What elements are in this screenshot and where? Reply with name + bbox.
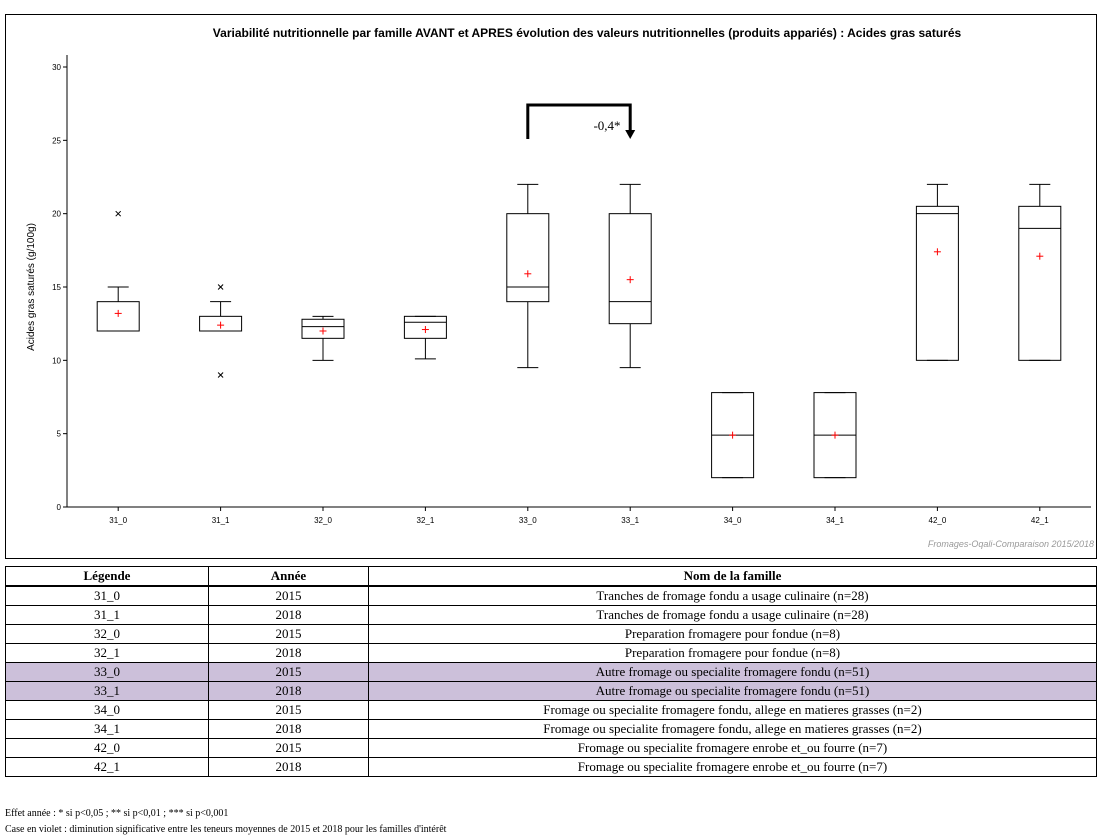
x-tick-label: 32_1 bbox=[417, 516, 435, 525]
y-tick-label: 15 bbox=[52, 283, 61, 292]
x-tick-label: 32_0 bbox=[314, 516, 332, 525]
cell-legende: 31_0 bbox=[5, 585, 209, 606]
table-header-row: Légende Année Nom de la famille bbox=[5, 566, 1097, 587]
source-note: Fromages-Oqali-Comparaison 2015/2018 bbox=[928, 539, 1094, 549]
cell-legende: 33_1 bbox=[5, 681, 209, 701]
x-tick-label: 42_0 bbox=[929, 516, 947, 525]
cell-legende: 42_1 bbox=[5, 757, 209, 777]
box-32_1 bbox=[403, 315, 447, 360]
cell-nom-famille: Fromage ou specialite fromagere fondu, a… bbox=[368, 700, 1097, 720]
cell-nom-famille: Fromage ou specialite fromagere enrobe e… bbox=[368, 757, 1097, 777]
iqr-box bbox=[506, 213, 550, 303]
table-row: 31_0 2015 Tranches de fromage fondu a usag… bbox=[5, 585, 1097, 606]
cell-nom-famille: Preparation fromagere pour fondue (n=8) bbox=[368, 624, 1097, 644]
table-row: 42_1 2018 Fromage ou specialite fromagere … bbox=[5, 757, 1097, 777]
box-42_0 bbox=[915, 183, 959, 361]
table-row: 33_0 2015 Autre fromage ou specialite from… bbox=[5, 662, 1097, 682]
table-row: 34_1 2018 Fromage ou specialite fromagere … bbox=[5, 719, 1097, 739]
x-ticks: 31_0 31_1 32_0 32_1 33_0 33_1 34_0 34_1 42_0 42_1 bbox=[109, 507, 1049, 525]
outlier-marker bbox=[217, 372, 224, 378]
annotation-label: -0,4* bbox=[593, 118, 620, 133]
cell-legende: 31_1 bbox=[5, 605, 209, 625]
cell-annee: 2018 bbox=[208, 757, 369, 777]
table-row: 33_1 2018 Autre fromage ou specialite from… bbox=[5, 681, 1097, 701]
cell-legende: 33_0 bbox=[5, 662, 209, 682]
cell-nom-famille: Tranches de fromage fondu a usage culina… bbox=[368, 585, 1097, 606]
box-31_1 bbox=[199, 284, 243, 378]
cell-nom-famille: Autre fromage ou specialite fromagere fo… bbox=[368, 662, 1097, 682]
table-row: 34_0 2015 Fromage ou specialite fromagere … bbox=[5, 700, 1097, 720]
y-tick-label: 0 bbox=[57, 503, 62, 512]
outlier-marker bbox=[217, 284, 224, 290]
cell-nom-famille: Fromage ou specialite fromagere enrobe e… bbox=[368, 738, 1097, 758]
significance-annotation: -0,4* bbox=[526, 103, 636, 139]
iqr-box bbox=[1018, 205, 1062, 361]
chart-title: Variabilité nutritionnelle par famille A… bbox=[213, 26, 962, 40]
y-tick-label: 25 bbox=[52, 136, 61, 145]
box-32_0 bbox=[301, 315, 345, 361]
cell-annee: 2018 bbox=[208, 643, 369, 663]
iqr-box bbox=[403, 315, 447, 339]
box-34_0 bbox=[711, 392, 755, 479]
cell-annee: 2015 bbox=[208, 738, 369, 758]
box-33_1 bbox=[608, 183, 652, 369]
legend-table: Légende Année Nom de la famille 31_0 2015… bbox=[5, 566, 1097, 777]
x-tick-label: 42_1 bbox=[1031, 516, 1049, 525]
box-34_1 bbox=[813, 392, 857, 479]
x-tick-label: 31_1 bbox=[212, 516, 230, 525]
annotation-bracket bbox=[526, 103, 632, 139]
cell-annee: 2015 bbox=[208, 700, 369, 720]
header-legende: Légende bbox=[5, 566, 209, 587]
legend-table-body: 31_0 2015 Tranches de fromage fondu a usag… bbox=[5, 585, 1097, 777]
cell-legende: 42_0 bbox=[5, 738, 209, 758]
box-31_0 bbox=[96, 210, 140, 332]
cell-legende: 34_0 bbox=[5, 700, 209, 720]
cell-annee: 2018 bbox=[208, 605, 369, 625]
table-row: 42_0 2015 Fromage ou specialite fromagere … bbox=[5, 738, 1097, 758]
y-tick-label: 20 bbox=[52, 210, 61, 219]
y-ticks: 0 5 10 15 20 25 30 bbox=[52, 63, 67, 512]
x-tick-label: 31_0 bbox=[109, 516, 127, 525]
box-42_1 bbox=[1018, 183, 1062, 361]
box-series bbox=[96, 183, 1062, 479]
table-row: 32_0 2015 Preparation fromagere pour fondu… bbox=[5, 624, 1097, 644]
cell-nom-famille: Fromage ou specialite fromagere fondu, a… bbox=[368, 719, 1097, 739]
y-tick-label: 5 bbox=[57, 430, 62, 439]
y-axis-label: Acides gras saturés (g/100g) bbox=[26, 223, 37, 351]
x-tick-label: 34_1 bbox=[826, 516, 844, 525]
table-row: 32_1 2018 Preparation fromagere pour fondu… bbox=[5, 643, 1097, 663]
cell-annee: 2018 bbox=[208, 681, 369, 701]
cell-annee: 2015 bbox=[208, 624, 369, 644]
x-tick-label: 33_1 bbox=[621, 516, 639, 525]
header-nom-famille: Nom de la famille bbox=[368, 566, 1097, 587]
iqr-box bbox=[608, 213, 652, 325]
cell-annee: 2018 bbox=[208, 719, 369, 739]
outlier-marker bbox=[115, 210, 122, 217]
box-33_0 bbox=[506, 183, 550, 369]
significance-note: Effet année : * si p<0,05 ; ** si p<0,01… bbox=[5, 808, 229, 819]
chart-frame: Variabilité nutritionnelle par famille A… bbox=[5, 14, 1097, 559]
iqr-box bbox=[301, 318, 345, 339]
cell-legende: 32_1 bbox=[5, 643, 209, 663]
annotation-arrowhead bbox=[625, 130, 636, 139]
cell-nom-famille: Tranches de fromage fondu a usage culina… bbox=[368, 605, 1097, 625]
table-row: 31_1 2018 Tranches de fromage fondu a usag… bbox=[5, 605, 1097, 625]
cell-legende: 34_1 bbox=[5, 719, 209, 739]
x-tick-label: 34_0 bbox=[724, 516, 742, 525]
cell-annee: 2015 bbox=[208, 662, 369, 682]
x-tick-label: 33_0 bbox=[519, 516, 537, 525]
y-tick-label: 10 bbox=[52, 356, 61, 365]
header-annee: Année bbox=[208, 566, 369, 587]
cell-nom-famille: Preparation fromagere pour fondue (n=8) bbox=[368, 643, 1097, 663]
box-plot-chart: Variabilité nutritionnelle par famille A… bbox=[26, 26, 1094, 549]
iqr-box bbox=[915, 205, 959, 361]
y-tick-label: 30 bbox=[52, 63, 61, 72]
cell-annee: 2015 bbox=[208, 585, 369, 606]
cell-legende: 32_0 bbox=[5, 624, 209, 644]
cell-nom-famille: Autre fromage ou specialite fromagere fo… bbox=[368, 681, 1097, 701]
highlight-note: Case en violet : diminution significativ… bbox=[5, 824, 447, 835]
